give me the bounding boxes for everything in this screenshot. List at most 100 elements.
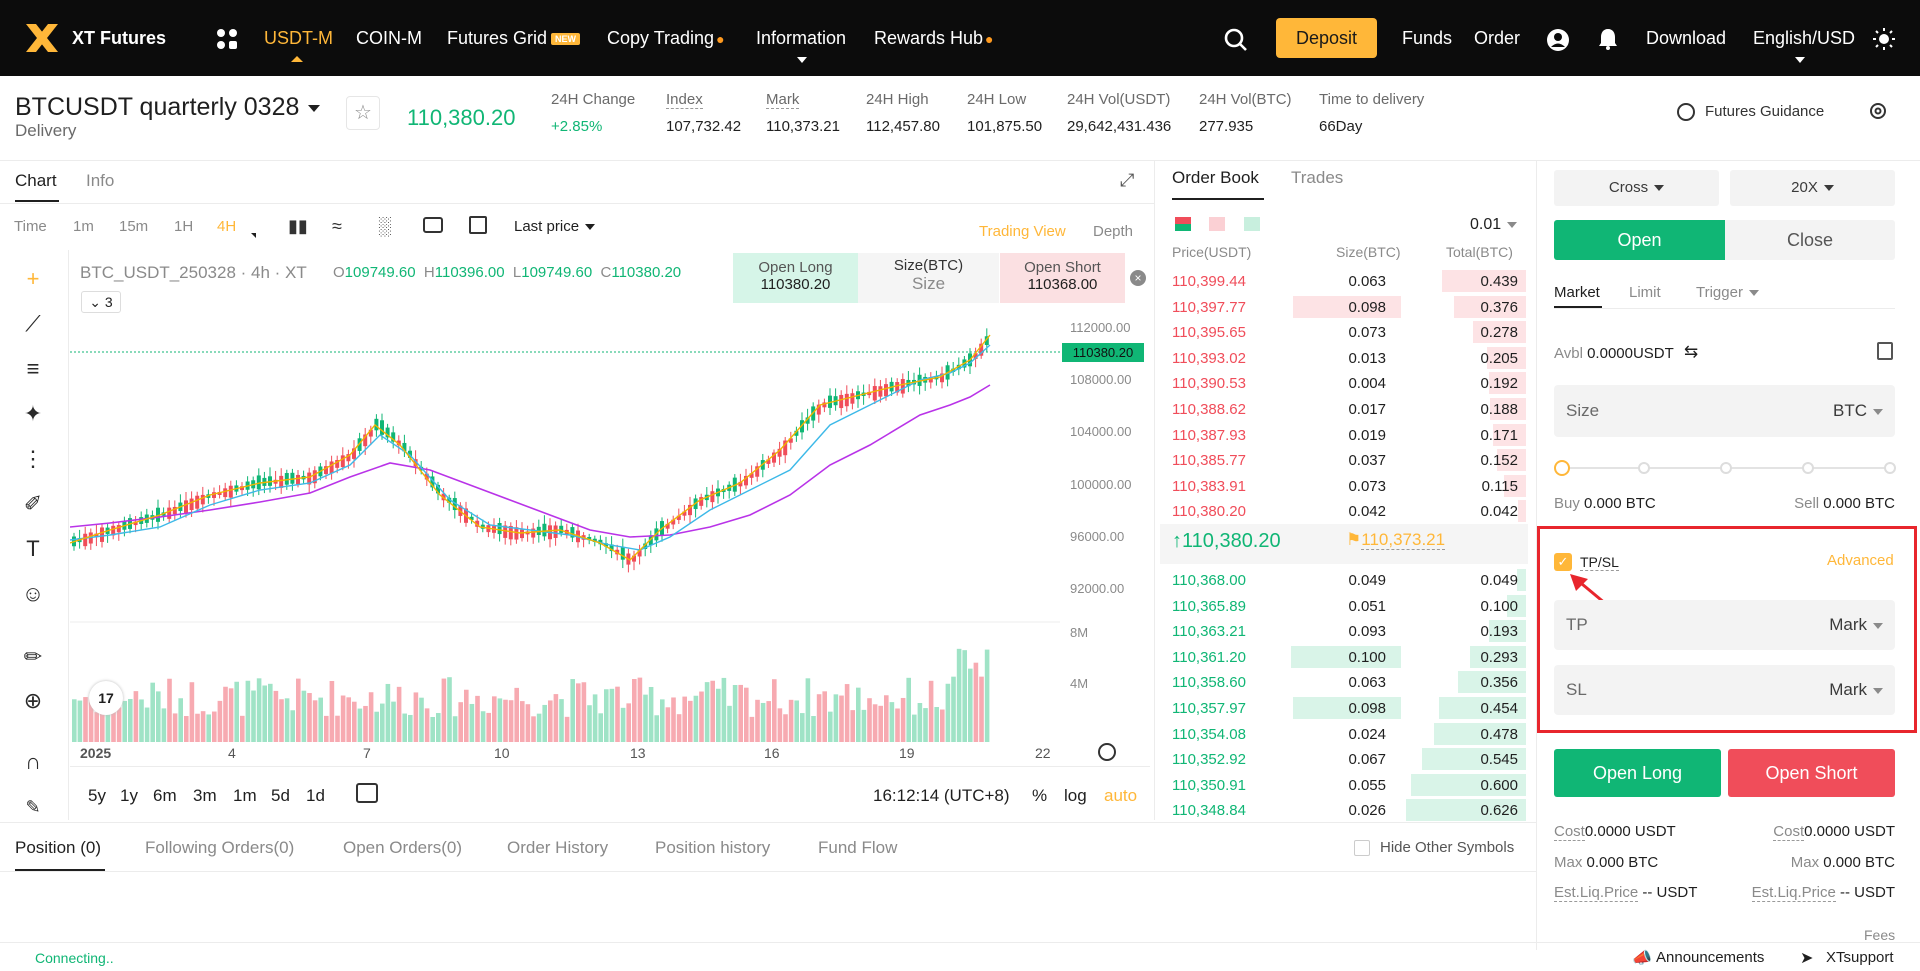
deposit-button[interactable]: Deposit: [1276, 18, 1377, 58]
open-long-button[interactable]: Open Long: [1554, 749, 1721, 797]
tab-position-history[interactable]: Position history: [655, 838, 771, 857]
nav-information[interactable]: Information: [756, 28, 847, 48]
view-trading-view[interactable]: Trading View: [979, 223, 1066, 240]
stat-label-index[interactable]: Index: [666, 91, 703, 109]
quick-open-long-button[interactable]: Open Long 110380.20: [733, 253, 858, 303]
calculator-icon[interactable]: [1877, 342, 1893, 360]
range-6m[interactable]: 6m: [153, 786, 177, 805]
nav-coin-m[interactable]: COIN-M: [356, 28, 422, 48]
tab-open-orders[interactable]: Open Orders(0): [343, 838, 463, 857]
interval-4h[interactable]: 4H: [217, 218, 237, 235]
view-depth[interactable]: Depth: [1093, 223, 1134, 240]
candlestick-chart[interactable]: [70, 305, 1150, 745]
slider-handle[interactable]: [1554, 460, 1570, 476]
brush-icon[interactable]: ✐: [23, 491, 43, 516]
range-1m[interactable]: 1m: [233, 786, 257, 805]
lock-drawings-icon[interactable]: ✎: [25, 797, 41, 817]
favorite-star-icon[interactable]: ☆: [346, 96, 380, 130]
announcements-icon[interactable]: 📣: [1632, 950, 1652, 967]
theme-sun-icon[interactable]: [1872, 27, 1896, 51]
nav-order[interactable]: Order: [1474, 28, 1521, 48]
range-3m[interactable]: 3m: [193, 786, 217, 805]
nav-download[interactable]: Download: [1646, 28, 1727, 48]
horizontal-lines-icon[interactable]: ≡: [26, 356, 40, 381]
bid-row[interactable]: 110,352.92 0.067 0.545: [1172, 747, 1526, 772]
quick-open-short-button[interactable]: Open Short 110368.00: [1000, 253, 1125, 303]
text-tool-icon[interactable]: T: [26, 536, 40, 561]
sl-type-select[interactable]: Mark: [1829, 680, 1883, 700]
bid-row[interactable]: 110,363.21 0.093 0.193: [1172, 619, 1526, 644]
camera-icon[interactable]: [423, 217, 443, 233]
bid-row[interactable]: 110,365.89 0.051 0.100: [1172, 594, 1526, 619]
ask-row[interactable]: 110,388.62 0.017 0.188: [1172, 397, 1526, 422]
range-5y[interactable]: 5y: [88, 786, 106, 805]
book-asks-icon[interactable]: [1209, 217, 1225, 231]
tp-input[interactable]: TP Mark: [1554, 600, 1895, 650]
logo-text[interactable]: XT Futures: [72, 28, 167, 48]
ask-row[interactable]: 110,383.91 0.073 0.115: [1172, 474, 1526, 499]
announcements-link[interactable]: Announcements: [1656, 949, 1765, 966]
goto-date-icon[interactable]: [356, 783, 378, 803]
pattern-icon[interactable]: ✦: [23, 401, 43, 426]
compass-icon[interactable]: [1677, 103, 1695, 121]
quick-order-close-icon[interactable]: ×: [1130, 270, 1146, 286]
language-selector[interactable]: English/USD: [1753, 28, 1856, 48]
ask-row[interactable]: 110,397.77 0.098 0.376: [1172, 295, 1526, 320]
size-unit-select[interactable]: BTC: [1833, 401, 1883, 421]
tpsl-label[interactable]: TP/SL: [1580, 554, 1619, 571]
tab-order-history[interactable]: Order History: [507, 838, 609, 857]
ruler-icon[interactable]: ✏: [23, 644, 43, 669]
order-type-trigger[interactable]: Trigger: [1696, 284, 1759, 301]
scale-log[interactable]: log: [1064, 786, 1087, 805]
order-type-limit[interactable]: Limit: [1629, 284, 1661, 301]
bid-row[interactable]: 110,368.00 0.049 0.049: [1172, 568, 1526, 593]
book-mark-price[interactable]: ⚑110,373.21: [1346, 530, 1446, 550]
interval-1m[interactable]: 1m: [73, 218, 94, 235]
hide-other-checkbox[interactable]: [1354, 840, 1370, 856]
xt-logo-icon[interactable]: [24, 20, 60, 56]
indicator-toggle[interactable]: ⌄ 3: [81, 291, 121, 313]
open-tab-button[interactable]: Open: [1554, 220, 1725, 260]
ask-row[interactable]: 110,395.65 0.073 0.278: [1172, 320, 1526, 345]
xtsupport-link[interactable]: XTsupport: [1826, 949, 1894, 966]
tab-following-orders[interactable]: Following Orders(0): [145, 838, 295, 857]
stat-label-mark[interactable]: Mark: [766, 91, 800, 109]
range-1y[interactable]: 1y: [120, 786, 138, 805]
indicators-icon[interactable]: ≈: [332, 216, 342, 236]
size-slider[interactable]: [1554, 460, 1896, 476]
chart-settings-icon[interactable]: [1098, 743, 1116, 761]
tab-trades[interactable]: Trades: [1291, 168, 1344, 187]
bid-row[interactable]: 110,350.91 0.055 0.600: [1172, 773, 1526, 798]
bell-icon[interactable]: [1596, 27, 1620, 51]
bid-row[interactable]: 110,354.08 0.024 0.478: [1172, 722, 1526, 747]
open-short-button[interactable]: Open Short: [1728, 749, 1895, 797]
interval-time[interactable]: Time: [14, 218, 47, 235]
ask-row[interactable]: 110,380.20 0.042 0.042: [1172, 499, 1526, 524]
settings-gear-icon[interactable]: [1867, 100, 1889, 122]
user-avatar-icon[interactable]: [1546, 28, 1570, 52]
crosshair-icon[interactable]: +: [26, 266, 40, 291]
tab-order-book[interactable]: Order Book: [1172, 168, 1259, 187]
tab-info[interactable]: Info: [86, 171, 115, 190]
ask-row[interactable]: 110,393.02 0.013 0.205: [1172, 346, 1526, 371]
zoom-in-icon[interactable]: ⊕: [23, 688, 43, 713]
scale-auto[interactable]: auto: [1104, 786, 1138, 805]
candle-type-icon[interactable]: ▮▮: [288, 216, 308, 236]
size-input[interactable]: Size BTC: [1554, 385, 1895, 437]
fees-link[interactable]: Fees: [1864, 927, 1896, 943]
precision-select[interactable]: 0.01: [1470, 216, 1517, 234]
quick-size-box[interactable]: Size(BTC) Size: [858, 253, 999, 303]
magnet-icon[interactable]: ∩: [25, 749, 41, 774]
search-icon[interactable]: [1224, 28, 1248, 52]
ask-row[interactable]: 110,387.93 0.019 0.171: [1172, 423, 1526, 448]
futures-guidance-link[interactable]: Futures Guidance: [1705, 103, 1825, 120]
nav-funds[interactable]: Funds: [1402, 28, 1453, 48]
ask-row[interactable]: 110,385.77 0.037 0.152: [1172, 448, 1526, 473]
scale-percent[interactable]: %: [1032, 786, 1048, 805]
trendline-icon[interactable]: ⟋: [25, 311, 41, 336]
book-both-icon[interactable]: [1175, 217, 1191, 231]
interval-15m[interactable]: 15m: [119, 218, 149, 235]
nav-copy-trading[interactable]: Copy Trading ●: [607, 28, 725, 48]
book-bids-icon[interactable]: [1244, 217, 1260, 231]
range-5d[interactable]: 5d: [271, 786, 290, 805]
